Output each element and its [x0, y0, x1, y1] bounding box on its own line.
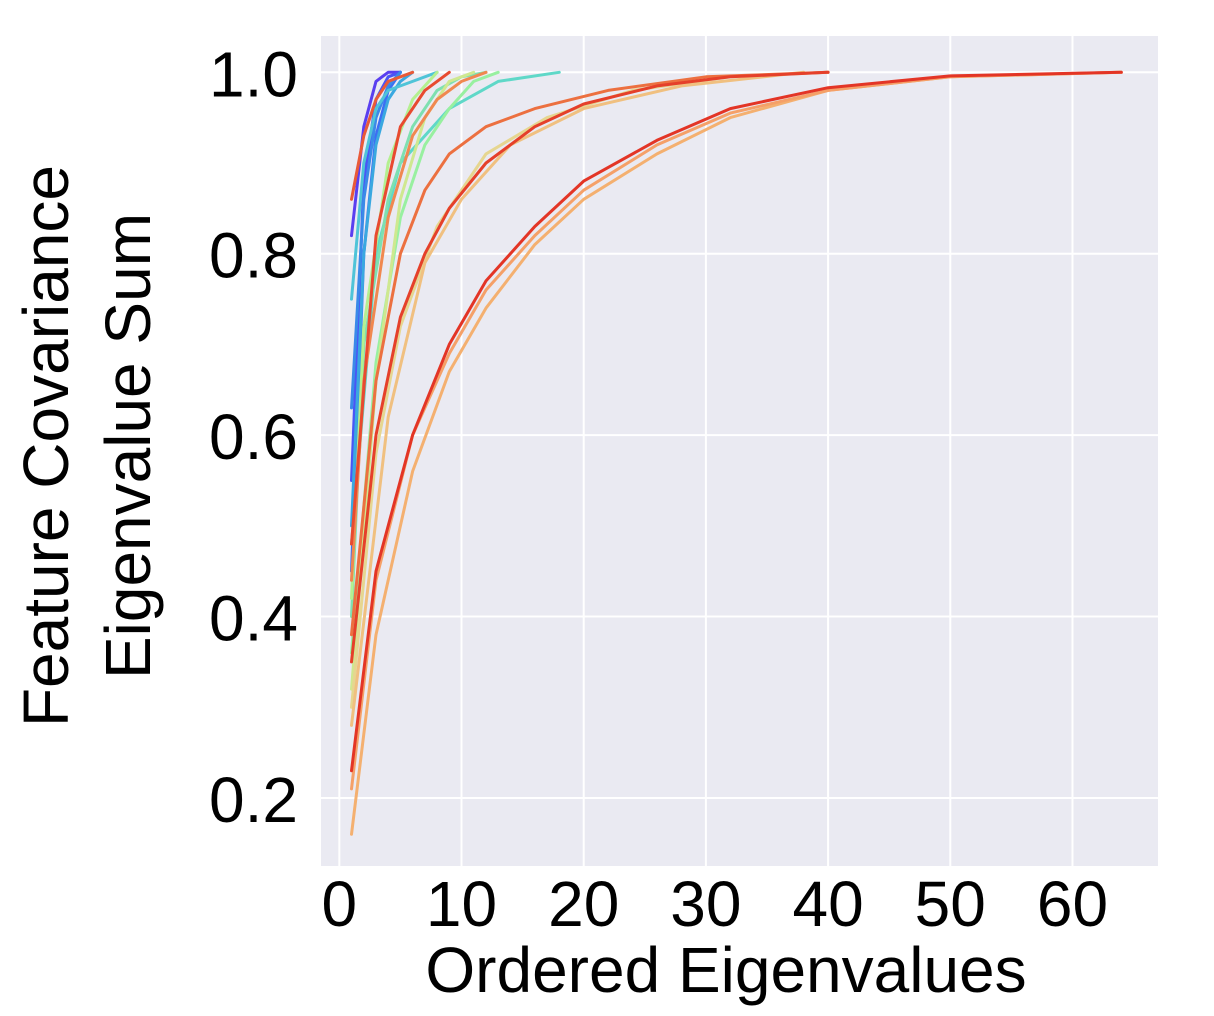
x-axis-title: Ordered Eigenvalues — [425, 934, 1026, 1006]
grid — [321, 36, 1158, 866]
series-line-5 — [350, 70, 415, 528]
x-tick-label: 30 — [670, 868, 741, 940]
y-axis-title-line-2: Eigenvalue Sum — [92, 213, 164, 679]
x-tick-label: 10 — [426, 868, 497, 940]
x-tick-label: 60 — [1037, 868, 1108, 940]
y-tick-label: 0.2 — [209, 764, 298, 836]
series-line-6 — [350, 70, 439, 301]
plot-background — [321, 36, 1158, 866]
series-line-20 — [350, 70, 830, 664]
x-tick-label: 50 — [915, 868, 986, 940]
series-line-9 — [350, 70, 500, 655]
y-tick-label: 0.4 — [209, 583, 298, 655]
series-line-18 — [350, 70, 415, 201]
y-tick-label: 1.0 — [209, 38, 298, 110]
y-axis-title-line-1: Feature Covariance — [10, 165, 82, 727]
y-tick-labels: 0.2 0.4 0.6 0.8 1.0 — [209, 38, 298, 836]
series-line-19 — [350, 70, 451, 546]
y-tick-label: 0.6 — [209, 401, 298, 473]
x-tick-label: 0 — [322, 868, 358, 940]
series-line-13 — [350, 70, 806, 727]
x-tick-label: 40 — [792, 868, 863, 940]
y-tick-label: 0.8 — [209, 220, 298, 292]
x-tick-labels: 0 10 20 30 40 50 60 — [322, 868, 1109, 940]
series-line-10 — [350, 70, 439, 600]
series-lines — [350, 70, 1123, 836]
series-line-21 — [350, 70, 1123, 773]
series-line-17 — [350, 70, 830, 637]
x-tick-label: 20 — [548, 868, 619, 940]
